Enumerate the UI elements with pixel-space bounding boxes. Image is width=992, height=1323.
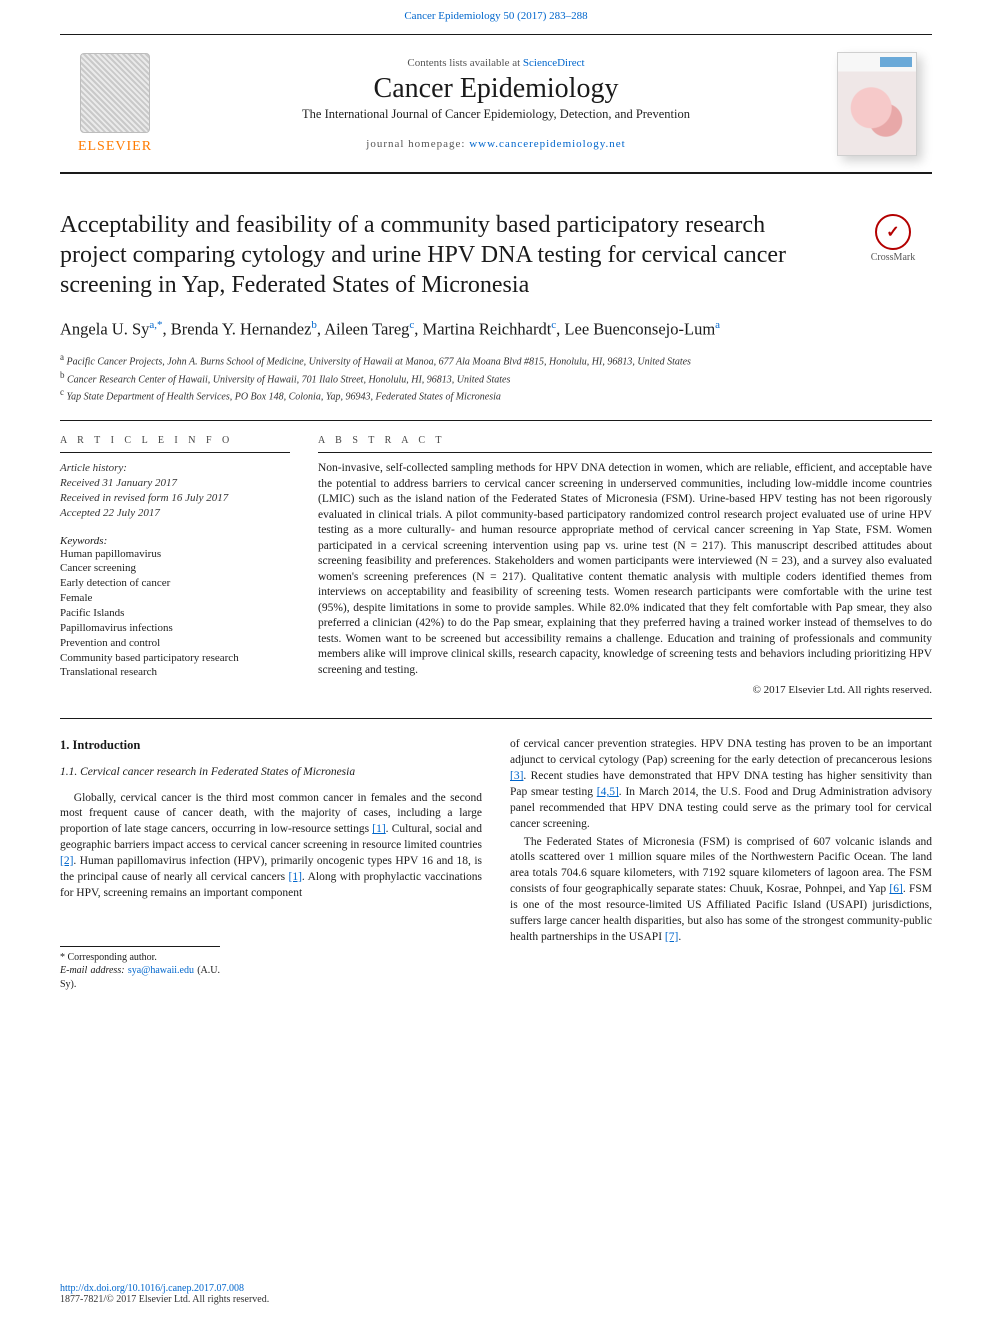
author-list: Angela U. Sya,*, Brenda Y. Hernandezb, A… [60, 318, 932, 341]
journal-homepage-line: journal homepage: www.cancerepidemiology… [180, 138, 812, 150]
corresponding-author-note: * Corresponding author. E-mail address: … [60, 946, 220, 992]
body-para-2: of cervical cancer prevention strategies… [510, 737, 932, 832]
keyword: Prevention and control [60, 636, 290, 651]
affiliation-list: a Pacific Cancer Projects, John A. Burns… [60, 351, 932, 404]
running-head: Cancer Epidemiology 50 (2017) 283–288 [0, 0, 992, 28]
page-footer: http://dx.doi.org/10.1016/j.canep.2017.0… [60, 1283, 269, 1305]
publisher-wordmark: ELSEVIER [78, 139, 152, 155]
body-para-1: Globally, cervical cancer is the third m… [60, 791, 482, 902]
keyword: Community based participatory research [60, 651, 290, 666]
contents-available-line: Contents lists available at ScienceDirec… [180, 57, 812, 69]
affiliation: c Yap State Department of Health Service… [60, 386, 932, 404]
p3c: . [678, 931, 681, 943]
history-label: Article history: [60, 461, 290, 476]
issn-copyright-line: 1877-7821/© 2017 Elsevier Ltd. All right… [60, 1294, 269, 1305]
ref-link-7[interactable]: [7] [665, 931, 678, 943]
crossmark-label: CrossMark [871, 252, 915, 263]
homepage-prefix: journal homepage: [366, 138, 469, 150]
article-front: ✓ CrossMark Acceptability and feasibilit… [60, 210, 932, 696]
keyword: Early detection of cancer [60, 576, 290, 591]
history-received: Received 31 January 2017 [60, 476, 290, 491]
body-top-rule [60, 718, 932, 719]
keyword: Papillomavirus infections [60, 621, 290, 636]
history-accepted: Accepted 22 July 2017 [60, 506, 290, 521]
corresp-label: * Corresponding author. [60, 951, 220, 965]
journal-cover-thumbnail [837, 52, 917, 156]
abstract-heading: A B S T R A C T [318, 427, 932, 453]
doi-link[interactable]: http://dx.doi.org/10.1016/j.canep.2017.0… [60, 1283, 244, 1294]
masthead-center: Contents lists available at ScienceDirec… [170, 47, 822, 160]
elsevier-tree-icon [80, 53, 150, 133]
front-separator [60, 420, 932, 421]
corresp-email-link[interactable]: sya@hawaii.edu [128, 965, 194, 976]
sciencedirect-link[interactable]: ScienceDirect [523, 57, 585, 69]
article-info-column: A R T I C L E I N F O Article history: R… [60, 427, 290, 696]
ref-link-4-5[interactable]: [4,5] [597, 786, 619, 798]
ref-link-1[interactable]: [1] [372, 823, 385, 835]
abstract-column: A B S T R A C T Non-invasive, self-colle… [318, 427, 932, 696]
running-head-cite: 50 (2017) 283–288 [503, 10, 587, 22]
history-revised: Received in revised form 16 July 2017 [60, 491, 290, 506]
ref-link-1b[interactable]: [1] [289, 871, 302, 883]
keyword: Female [60, 591, 290, 606]
journal-masthead: ELSEVIER Contents lists available at Sci… [60, 34, 932, 174]
affiliation: b Cancer Research Center of Hawaii, Univ… [60, 369, 932, 387]
keywords-label: Keywords: [60, 535, 290, 547]
abstract-text: Non-invasive, self-collected sampling me… [318, 461, 932, 678]
affiliation: a Pacific Cancer Projects, John A. Burns… [60, 351, 932, 369]
crossmark-icon: ✓ [875, 214, 911, 250]
keyword: Cancer screening [60, 561, 290, 576]
article-title: Acceptability and feasibility of a commu… [60, 210, 830, 300]
body-para-3: The Federated States of Micronesia (FSM)… [510, 835, 932, 946]
ref-link-2[interactable]: [2] [60, 855, 73, 867]
running-head-link[interactable]: Cancer Epidemiology 50 (2017) 283–288 [404, 10, 587, 22]
running-head-journal: Cancer Epidemiology [404, 10, 500, 22]
article-history: Article history: Received 31 January 201… [60, 461, 290, 520]
p3a: The Federated States of Micronesia (FSM)… [510, 836, 932, 896]
journal-cover-cell [822, 35, 932, 172]
keywords-list: Human papillomavirusCancer screeningEarl… [60, 547, 290, 681]
publisher-logo-cell: ELSEVIER [60, 35, 170, 172]
crossmark-widget[interactable]: ✓ CrossMark [854, 214, 932, 263]
section-heading-1: 1. Introduction [60, 737, 482, 754]
contents-prefix: Contents lists available at [407, 57, 522, 69]
keyword: Human papillomavirus [60, 547, 290, 562]
keyword: Pacific Islands [60, 606, 290, 621]
journal-homepage-link[interactable]: www.cancerepidemiology.net [469, 138, 626, 150]
ref-link-3[interactable]: [3] [510, 770, 523, 782]
p2a: of cervical cancer prevention strategies… [510, 738, 932, 766]
journal-title: Cancer Epidemiology [180, 73, 812, 105]
keyword: Translational research [60, 665, 290, 680]
article-body: 1. Introduction 1.1. Cervical cancer res… [60, 737, 932, 992]
info-abstract-row: A R T I C L E I N F O Article history: R… [60, 427, 932, 696]
journal-subtitle: The International Journal of Cancer Epid… [180, 107, 812, 122]
corresp-email-label: E-mail address: [60, 965, 128, 976]
abstract-copyright: © 2017 Elsevier Ltd. All rights reserved… [318, 684, 932, 696]
section-heading-1-1: 1.1. Cervical cancer research in Federat… [60, 765, 482, 781]
article-info-heading: A R T I C L E I N F O [60, 427, 290, 453]
ref-link-6[interactable]: [6] [889, 883, 902, 895]
